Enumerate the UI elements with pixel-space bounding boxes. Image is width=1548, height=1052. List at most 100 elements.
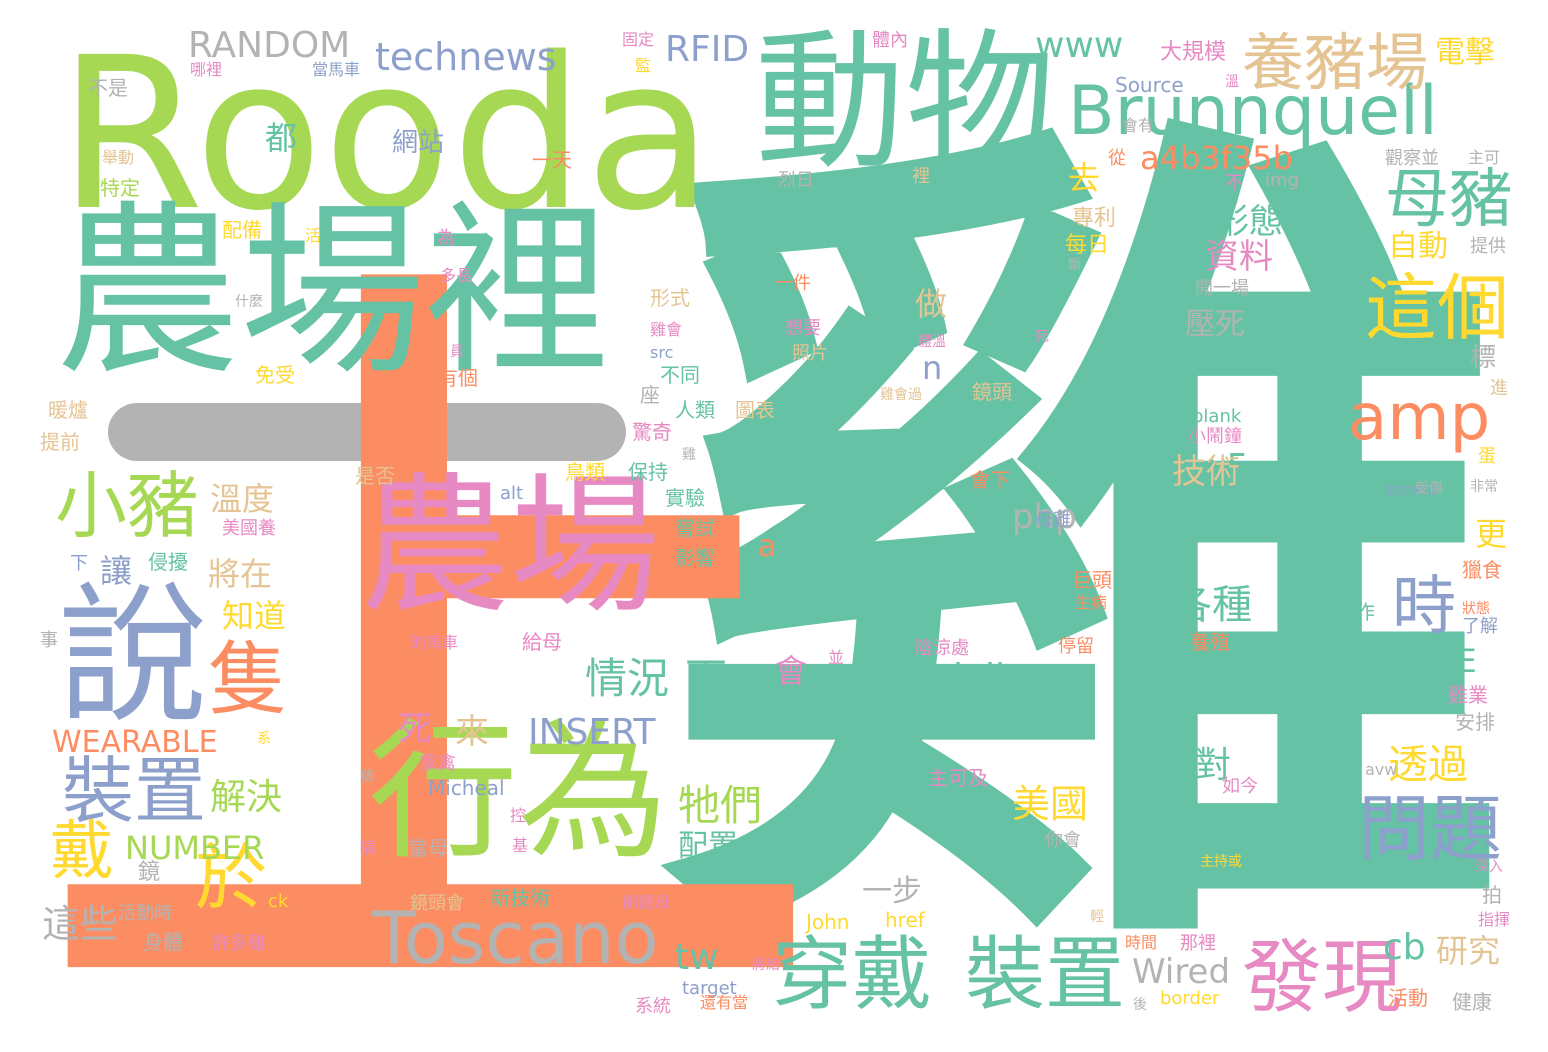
word-jiangzai: 將在 (208, 555, 273, 593)
word-dou: 都 (265, 119, 298, 157)
word-lai: 來 (455, 712, 489, 752)
word-dui: 對 (1195, 745, 1232, 786)
word-siweimu: 飼餵母 (622, 893, 671, 912)
word-pai: 拍 (1482, 883, 1502, 907)
word-insert: INSERT (528, 712, 656, 753)
word-delivery: delivery (940, 657, 1085, 698)
word-wearable: WEARABLE (52, 725, 218, 760)
word-si: 死 (398, 709, 432, 749)
word-yangzhuchang: 養豬場 (1242, 26, 1429, 99)
word-peizhi: 配置 (678, 829, 738, 864)
word-src: src (650, 343, 674, 362)
word-jianggei: 將給 (752, 957, 780, 973)
word-demache: 的馬車 (410, 633, 459, 652)
word-si-2: 死 (1035, 329, 1049, 345)
word-lieshi: 獵食 (1462, 558, 1502, 582)
word-qing: 輕 (1090, 909, 1104, 925)
word-www: www (1035, 25, 1124, 66)
word-target: target (682, 978, 737, 999)
word-li: 裡 (912, 166, 930, 187)
word-shenti: 身體 (143, 930, 183, 954)
word-zhukeji: 主可及 (928, 766, 988, 790)
word-john: John (806, 910, 850, 934)
word-butong: 不同 (660, 363, 700, 387)
word-meiguo: 美國 (1012, 782, 1089, 826)
word-xia: 下 (685, 654, 728, 703)
word-jin: 進 (1490, 378, 1508, 399)
word-shiyan: 實驗 (665, 486, 705, 510)
word-href: href (885, 908, 925, 932)
word-jiaqin: 家禽 (420, 753, 456, 774)
word-dianji: 電擊 (1435, 35, 1495, 70)
word-jingtouhui: 鏡頭會 (410, 893, 464, 914)
word-nali: 那裡 (1180, 933, 1216, 954)
word-liaojie: 了解 (1462, 616, 1498, 637)
word-zhege: 這個 (1365, 266, 1510, 350)
word-zoneid: zoneid (1385, 480, 1438, 499)
word-nali-2: 哪裡 (190, 60, 223, 79)
word-shengbing: 生病 (1075, 593, 1108, 612)
word-xia-2: 下 (70, 553, 88, 574)
word-shenme: 什麼 (235, 294, 263, 310)
word-bushi: 不是 (88, 76, 128, 100)
word-meiguoyang: 美國養 (222, 518, 276, 539)
word-jishu: 技術 (1172, 452, 1240, 492)
word-zhidao: 知道 (222, 597, 287, 635)
word-kaiyichang: 開一場 (1195, 278, 1249, 299)
word-xiaozhu: 小豬 (55, 464, 200, 548)
word-gao: 搞 (360, 838, 377, 857)
word-biao: 標 (1470, 343, 1497, 373)
word-shang: 上 (40, 206, 820, 1052)
word-tw: tw (675, 937, 719, 978)
word-jihui: 雞會 (650, 320, 683, 339)
word-jingqi: 驚奇 (632, 420, 672, 444)
word-zhihui: 指揮 (1478, 910, 1511, 929)
word-jian: 監 (635, 56, 652, 75)
word-xuduoji: 許多雞 (212, 933, 266, 954)
word-jiankang: 健康 (1452, 990, 1492, 1014)
word-duochang: 多長 (440, 266, 473, 285)
word-shuo: 說 (58, 570, 209, 744)
word-rang: 讓 (100, 552, 133, 590)
word-yitian: 一天 (532, 148, 572, 172)
word-nongchang: 農場 (360, 460, 661, 634)
word-chuandai: 穿戴 (772, 928, 932, 1021)
word-jing: 精 (360, 769, 374, 785)
word-nongchangli: 農場裡 (55, 184, 610, 400)
word-bu: 不 (1225, 173, 1243, 194)
word-lieri: 烈日 (778, 170, 814, 191)
word-lin: 鄰 (778, 544, 792, 560)
word-zhuke: 主可 (1468, 148, 1501, 167)
word-daguimo: 大規模 (1160, 40, 1227, 65)
word-gezhong: 各種 (1172, 582, 1252, 628)
word-a4b3f35b: a4b3f35b (1140, 139, 1293, 177)
word-hou: 後 (1133, 997, 1147, 1013)
word-wendu: 溫度 (210, 480, 275, 518)
word-dangmu: 當母 (408, 836, 448, 860)
word-tinei: 體內 (872, 30, 908, 51)
word-huo: 活 (305, 226, 322, 245)
word-dongwu: 動物 (755, 16, 1056, 190)
word-zuo: 做 (915, 285, 948, 323)
word-jingtou: 鏡頭 (972, 380, 1012, 404)
word-zhuangzhi-1: 裝置 (965, 928, 1125, 1021)
word-yijian: 一件 (775, 273, 811, 294)
word-bing: 並 (828, 648, 845, 667)
word-jihuiguo: 雞會過 (880, 387, 922, 403)
word-teding: 特定 (100, 176, 140, 200)
word-jian-2: 鏡 (138, 860, 161, 885)
word-yuan: 員 (450, 344, 464, 360)
word-number: NUMBER (125, 829, 265, 867)
word-ji-small: 雞 (682, 447, 696, 463)
word-xiaonaozhong: 小鬧鐘 (1188, 426, 1242, 447)
word-zidong: 自動 (1388, 229, 1448, 264)
word-huiyou: 會有 (1122, 116, 1155, 135)
word-rfid: RFID (665, 29, 750, 70)
word-xinjishu: 新技術 (490, 886, 550, 910)
word-yingxiang: 影響 (675, 546, 715, 570)
word-cb: cb (1383, 927, 1426, 968)
word-tigong: 提供 (1470, 236, 1506, 257)
word-haiyoudang: 還有當 (700, 993, 749, 1012)
word-huixia: 會下 (970, 468, 1010, 492)
